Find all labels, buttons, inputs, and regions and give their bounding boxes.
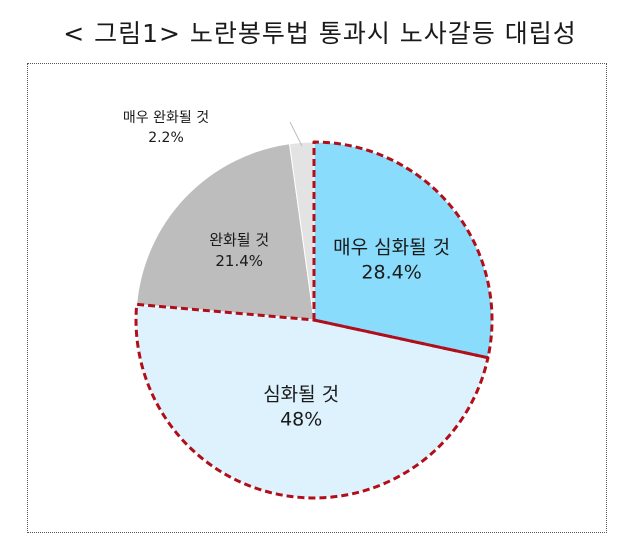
slice-value-label: 21.4% [215,252,263,270]
chart-frame [27,63,607,533]
slice-highlight-outline [312,140,494,360]
leader-line [289,121,303,147]
pie-slice-3 [136,143,315,321]
slice-value-label: 2.2% [148,130,184,146]
slice-highlight-outline [134,302,490,500]
slice-value-label: 28.4% [361,261,421,283]
chart-title: < 그림1> 노란봉투법 통과시 노사갈등 대립성 [63,19,577,48]
slice-label: 완화될 것 [209,231,269,249]
slice-label: 심화될 것 [263,384,339,406]
slice-value-label: 48% [280,409,322,431]
slice-label: 매우 완화될 것 [123,110,209,126]
slice-label: 매우 심화될 것 [333,236,450,258]
